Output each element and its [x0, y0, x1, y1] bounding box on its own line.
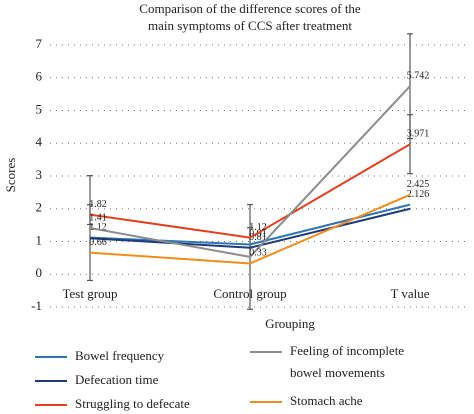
y-tick-label: 5 — [36, 101, 43, 116]
data-label: 5.742 — [407, 70, 430, 81]
y-tick-label: 7 — [36, 36, 43, 51]
legend-item: Bowel frequency — [35, 348, 165, 363]
legend-item: Feeling of incomplete bowel movements — [250, 343, 404, 380]
series-line — [89, 85, 411, 258]
data-label: 0.91 — [249, 229, 267, 240]
data-label: 2.126 — [407, 189, 430, 200]
data-label: 1.82 — [89, 199, 107, 210]
x-axis-label: Grouping — [265, 316, 315, 331]
x-tick-label: Test group — [62, 286, 117, 301]
data-label: 1.12 — [89, 222, 107, 233]
data-label: 0.81 — [249, 232, 267, 243]
legend-label: Stomach ache — [290, 393, 363, 408]
data-label: 3.971 — [407, 128, 430, 139]
chart-title: Comparison of the difference scores of t… — [139, 1, 361, 33]
legend-item: Defecation time — [35, 372, 159, 387]
data-label: 1.12 — [249, 222, 267, 233]
data-label: 2.425 — [407, 179, 430, 190]
data-label: 0.66 — [89, 237, 107, 248]
legend-label: Feeling of incomplete bowel movements — [290, 343, 404, 380]
y-tick-label: 1 — [36, 232, 43, 247]
y-tick-label: 0 — [36, 265, 43, 280]
x-tick-label: T value — [390, 286, 429, 301]
series-line — [89, 143, 411, 239]
y-axis-label: Scores — [3, 158, 18, 193]
legend-label: Struggling to defecate — [75, 396, 190, 411]
y-tick-label: 3 — [36, 167, 43, 182]
series-line — [89, 193, 411, 265]
legend-item: Stomach ache — [250, 393, 363, 408]
y-tick-label: 6 — [36, 69, 43, 84]
series-line — [89, 207, 411, 249]
legend-item: Struggling to defecate — [35, 396, 190, 411]
legend-label: Bowel frequency — [75, 348, 165, 363]
legend-label: Defecation time — [75, 372, 159, 387]
y-tick-label: 4 — [36, 134, 43, 149]
data-label: 1.41 — [89, 212, 107, 223]
data-label: 0.33 — [249, 248, 267, 259]
y-tick-label: -1 — [31, 298, 42, 313]
y-tick-label: 2 — [36, 200, 43, 215]
